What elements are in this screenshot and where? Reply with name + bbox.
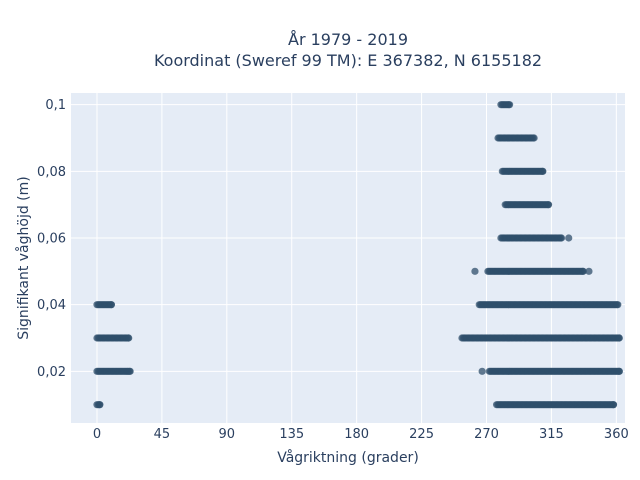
x-axis-label: Vågriktning (grader) <box>277 449 419 466</box>
data-point <box>478 367 486 375</box>
data-point <box>471 267 479 275</box>
y-axis-label: Signifikant våghöjd (m) <box>15 176 32 339</box>
data-point <box>126 367 134 375</box>
data-point <box>615 334 623 342</box>
data-point <box>107 301 115 309</box>
data-point <box>96 401 104 409</box>
y-tick-label: 0,1 <box>45 98 66 113</box>
data-point <box>609 401 618 409</box>
data-point <box>530 134 538 142</box>
data-point <box>505 101 514 109</box>
x-tick-label: 90 <box>219 427 236 442</box>
data-point <box>585 267 593 275</box>
x-axis-ticks: 0 45 90 135 180 225 270 315 360 <box>93 427 629 442</box>
y-axis-ticks: 0,02 0,04 0,06 0,08 0,1 <box>37 98 66 380</box>
data-point <box>539 167 547 175</box>
data-point <box>579 267 587 275</box>
y-tick-label: 0,02 <box>37 365 66 380</box>
data-point <box>614 301 622 309</box>
x-tick-label: 270 <box>474 427 499 442</box>
chart-title-line1: År 1979 - 2019 <box>288 30 408 49</box>
chart-title-line2: Koordinat (Sweref 99 TM): E 367382, N 61… <box>154 51 542 70</box>
data-point <box>125 334 133 342</box>
x-tick-label: 360 <box>604 427 629 442</box>
x-tick-label: 45 <box>154 427 171 442</box>
data-point <box>544 201 553 209</box>
data-point <box>615 367 623 375</box>
x-tick-label: 135 <box>279 427 304 442</box>
x-tick-label: 0 <box>93 427 101 442</box>
x-tick-label: 315 <box>539 427 564 442</box>
y-tick-label: 0,08 <box>37 165 66 180</box>
data-points <box>93 101 623 409</box>
y-tick-label: 0,04 <box>37 298 66 313</box>
data-point <box>557 234 566 242</box>
x-tick-label: 180 <box>344 427 369 442</box>
x-tick-label: 225 <box>409 427 434 442</box>
data-point <box>565 234 573 242</box>
y-tick-label: 0,06 <box>37 232 66 247</box>
